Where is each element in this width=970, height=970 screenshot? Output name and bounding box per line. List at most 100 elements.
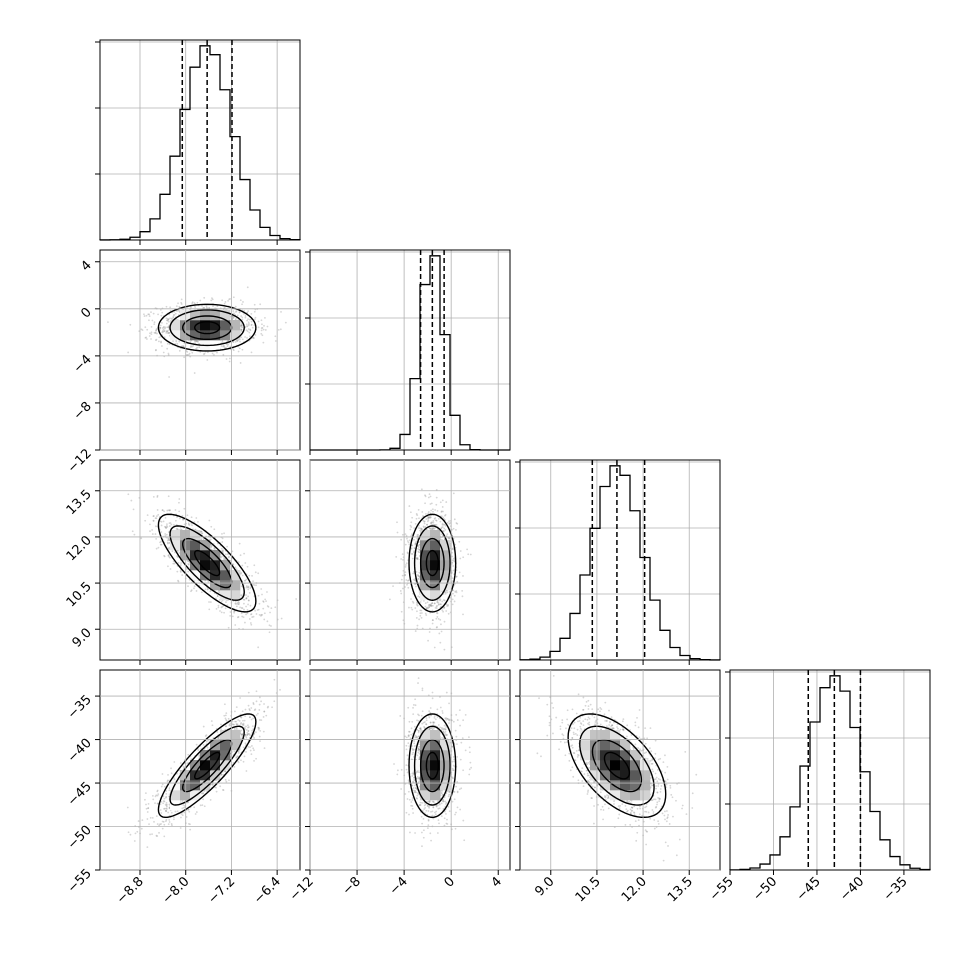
density-cell — [590, 770, 601, 781]
density-cell — [200, 310, 211, 321]
y-tick-label: 4 — [78, 258, 94, 274]
contour-line — [413, 725, 451, 806]
density-cell — [230, 570, 241, 581]
density-cell — [220, 590, 231, 601]
x-tick-label: −8.8 — [114, 874, 147, 907]
scatter-panel-2-1 — [309, 459, 511, 661]
contour-line — [419, 739, 445, 793]
y-tick-label: 12.0 — [64, 533, 95, 564]
density-cell — [640, 780, 651, 791]
x-tick-label: −6.4 — [251, 874, 284, 907]
contour-line — [408, 513, 457, 613]
density-cell — [420, 790, 431, 801]
density-cell — [580, 730, 591, 741]
density-cell — [170, 320, 181, 331]
contour-line — [413, 525, 451, 601]
density-cell — [630, 760, 641, 771]
y-tick-label: −4 — [71, 352, 95, 376]
y-tick-label: −12 — [65, 446, 95, 476]
density-cell — [430, 770, 441, 781]
density-cell — [630, 770, 641, 781]
panel-content — [536, 674, 698, 862]
histogram-step — [99, 45, 301, 241]
density-cell — [220, 580, 231, 591]
density-cell — [170, 530, 181, 541]
density-cell — [170, 540, 181, 551]
x-tick-label: 12.0 — [619, 874, 650, 905]
density-cell — [440, 570, 451, 581]
density-cell — [440, 540, 451, 551]
density-cell — [440, 750, 451, 761]
density-cell — [180, 320, 191, 331]
density-cell — [210, 560, 221, 571]
density-cell — [420, 550, 431, 561]
panel-frame — [729, 669, 931, 871]
density-cell — [580, 740, 591, 751]
histogram-step — [519, 465, 721, 661]
density-cell — [610, 780, 621, 791]
grid-lines — [100, 250, 300, 451]
x-tick-label: −50 — [750, 874, 780, 904]
panel-frame — [99, 39, 301, 241]
density-cell — [230, 330, 241, 341]
density-cell — [620, 750, 631, 761]
contour-line — [425, 549, 440, 577]
density-cell — [440, 550, 451, 561]
density-cell — [430, 780, 441, 791]
density-cell — [220, 730, 231, 741]
density-cell — [180, 330, 191, 341]
density-cell — [430, 530, 441, 541]
density-cell — [440, 770, 451, 781]
density-cell — [200, 760, 211, 771]
scatter-panel-2-0 — [99, 459, 301, 661]
density-cells — [580, 730, 651, 801]
histogram-panel-3 — [725, 669, 931, 871]
density-cell — [420, 760, 431, 771]
density-cell — [430, 760, 441, 771]
density-cell — [610, 760, 621, 771]
density-cell — [180, 770, 191, 781]
y-tick-label: −8 — [71, 399, 95, 423]
contour-line — [603, 751, 631, 780]
density-cell — [420, 590, 431, 601]
density-cell — [590, 740, 601, 751]
density-cell — [630, 790, 641, 801]
y-tick-label: 0 — [78, 305, 94, 321]
density-cell — [210, 310, 221, 321]
y-tick-label: −45 — [65, 779, 95, 809]
density-cell — [610, 790, 621, 801]
panel-content — [107, 286, 287, 378]
scatter-panel-3-0 — [99, 669, 301, 871]
density-cell — [220, 760, 231, 771]
contour-line — [169, 309, 245, 347]
density-cell — [420, 570, 431, 581]
density-cell — [180, 310, 191, 321]
density-cell — [430, 740, 441, 751]
density-cell — [600, 760, 611, 771]
density-cell — [220, 310, 231, 321]
density-cell — [600, 770, 611, 781]
density-cell — [440, 580, 451, 591]
density-cell — [640, 760, 651, 771]
contour-line — [169, 525, 245, 601]
density-cell — [170, 790, 181, 801]
density-cell — [210, 330, 221, 341]
density-cell — [640, 770, 651, 781]
density-cell — [230, 730, 241, 741]
x-tick-label: −55 — [707, 874, 737, 904]
contour-line — [408, 713, 457, 819]
density-cell — [220, 570, 231, 581]
density-cell — [230, 590, 241, 601]
histogram-step — [729, 675, 931, 871]
contour-line — [591, 739, 643, 793]
x-tick-label: −45 — [794, 874, 824, 904]
grid-lines — [100, 460, 300, 660]
grid-lines — [100, 670, 300, 871]
panel-content — [388, 488, 472, 651]
density-cell — [620, 740, 631, 751]
density-cell — [200, 560, 211, 571]
density-cell — [420, 530, 431, 541]
panel-frame — [309, 249, 511, 451]
density-cell — [190, 310, 201, 321]
